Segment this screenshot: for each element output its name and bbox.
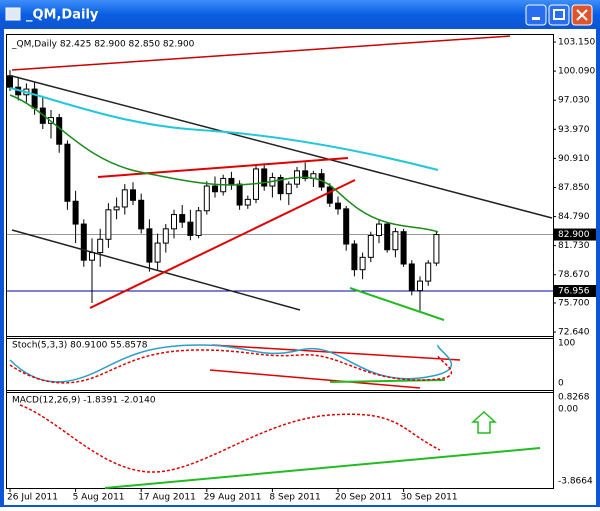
- x-tick-label: 17 Aug 2011: [138, 493, 196, 503]
- candle-body: [376, 223, 382, 236]
- candle-body: [408, 263, 415, 292]
- candle-body: [7, 75, 13, 88]
- y-tick-label: 100.090: [558, 67, 595, 77]
- y-tick-label: 72.640: [558, 328, 590, 338]
- macd-tick: -3.8664: [558, 477, 593, 487]
- stoch-tick: 0: [558, 379, 564, 389]
- candle-body: [64, 143, 71, 202]
- candle-body: [277, 176, 284, 195]
- candle-body: [400, 231, 407, 265]
- candle-body: [285, 183, 292, 195]
- candle-body: [121, 189, 128, 208]
- candle-body: [261, 168, 268, 187]
- y-tick-label: 93.970: [558, 125, 590, 135]
- candle-body: [236, 183, 243, 206]
- candle-body: [433, 234, 440, 264]
- candle-body: [138, 199, 145, 230]
- candle-body: [162, 228, 169, 244]
- plot-layer: [7, 70, 553, 311]
- candle-body: [302, 170, 309, 179]
- candle-body: [326, 186, 333, 204]
- macd-tick: 0.8268: [558, 393, 590, 403]
- candle-body: [335, 202, 341, 210]
- price-label: 76.956: [558, 287, 590, 297]
- candle-body: [31, 88, 38, 109]
- candle-body: [56, 117, 63, 145]
- candle-body: [154, 242, 161, 263]
- candle-body: [425, 262, 432, 282]
- candle-body: [113, 206, 120, 211]
- x-tick-label: 26 Jul 2011: [7, 493, 58, 503]
- stoch-header: Stoch(5,3,3) 80.9100 55.8578: [12, 341, 148, 351]
- chart-area: [4, 29, 596, 505]
- x-tick-label: 20 Sep 2011: [335, 493, 392, 503]
- panel-borders: [6, 34, 554, 489]
- stoch-tick: 100: [558, 339, 575, 349]
- candle-body: [72, 200, 79, 225]
- minimize-button[interactable]: [525, 4, 547, 26]
- candle-body: [195, 210, 202, 236]
- trendlines: [9, 35, 553, 489]
- maximize-button[interactable]: [548, 4, 570, 26]
- candle-body: [343, 208, 350, 245]
- candle-body: [105, 209, 112, 240]
- candle-body: [179, 214, 186, 223]
- candle-body: [228, 177, 235, 185]
- title-bar: [0, 0, 600, 29]
- maximize-icon: [553, 9, 565, 20]
- candle-body: [384, 223, 391, 251]
- candle-body: [351, 243, 358, 271]
- candle-body: [203, 185, 210, 212]
- y-tick-label: 78.670: [558, 270, 590, 280]
- macd-tick: 0.00: [558, 405, 578, 415]
- candle-body: [97, 238, 104, 254]
- macd-header: MACD(12,26,9) -1.8391 -2.0140: [12, 396, 156, 406]
- candle-body: [171, 214, 177, 230]
- candle-body: [417, 280, 423, 292]
- candle-body: [359, 256, 366, 271]
- y-tick-label: 103.150: [558, 38, 595, 48]
- y-tick-label: 87.850: [558, 183, 590, 193]
- candle-body: [367, 234, 374, 258]
- close-icon: [576, 9, 588, 21]
- candle-body: [80, 223, 87, 261]
- window-icon: [5, 7, 21, 21]
- candle-body: [146, 228, 153, 263]
- price-label-box: [554, 228, 596, 241]
- window-title: _QM,Daily: [26, 8, 99, 23]
- candle-body: [89, 252, 95, 261]
- candle-body: [212, 185, 218, 193]
- x-tick-label: 5 Aug 2011: [73, 493, 125, 503]
- y-tick-label: 81.730: [558, 241, 590, 251]
- x-tick-label: 30 Sep 2011: [401, 493, 458, 503]
- y-tick-label: 97.030: [558, 96, 590, 106]
- y-tick-label: 84.790: [558, 212, 590, 222]
- minimize-icon: [532, 17, 540, 20]
- main-header: _QM,Daily 82.425 82.900 82.850 82.900: [11, 40, 195, 50]
- candle-body: [130, 189, 136, 201]
- y-tick-label: 75.700: [558, 298, 590, 308]
- candle-body: [244, 198, 251, 206]
- price-label: 82.900: [558, 230, 590, 240]
- y-tick-label: 90.910: [558, 154, 590, 164]
- x-tick-label: 8 Sep 2011: [269, 493, 320, 503]
- price-label-box: [554, 285, 596, 298]
- candle-body: [392, 231, 399, 251]
- x-tick-label: 29 Aug 2011: [204, 493, 262, 503]
- candle-body: [187, 221, 194, 236]
